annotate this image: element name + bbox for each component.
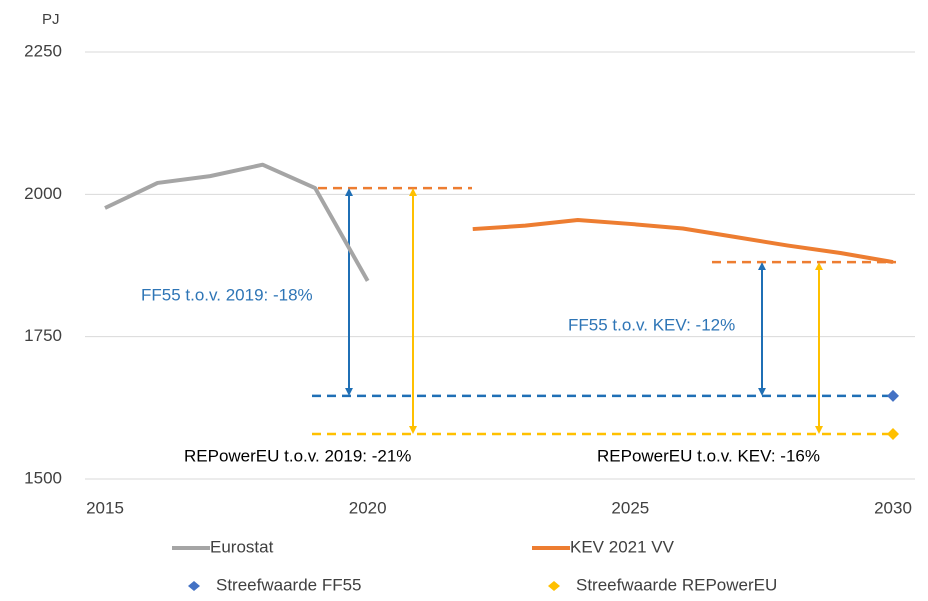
target-marker [887, 428, 899, 441]
series-line [104, 162, 370, 282]
x-tick-label: 2020 [349, 498, 387, 517]
annotation: REPowerEU t.o.v. 2019: -21% [184, 446, 411, 465]
annotation: FF55 t.o.v. 2019: -18% [141, 285, 313, 304]
series-line [472, 217, 894, 265]
legend-swatch [188, 581, 200, 591]
legend-label: KEV 2021 VV [570, 537, 675, 556]
y-axis-label: PJ [42, 11, 60, 28]
annotation: FF55 t.o.v. KEV: -12% [568, 315, 735, 334]
target-marker [887, 389, 899, 402]
x-tick-label: 2015 [86, 498, 124, 517]
legend-label: Eurostat [210, 537, 274, 556]
y-tick-label: 2250 [24, 41, 62, 60]
y-tick-label: 2000 [24, 184, 62, 203]
y-tick-label: 1500 [24, 468, 62, 487]
y-tick-label: 1750 [24, 326, 62, 345]
legend-label: Streefwaarde FF55 [216, 575, 362, 594]
annotation: REPowerEU t.o.v. KEV: -16% [597, 446, 820, 465]
legend-swatch [548, 581, 560, 591]
x-tick-label: 2030 [874, 498, 912, 517]
legend-label: Streefwaarde REPowerEU [576, 575, 777, 594]
x-tick-label: 2025 [611, 498, 649, 517]
